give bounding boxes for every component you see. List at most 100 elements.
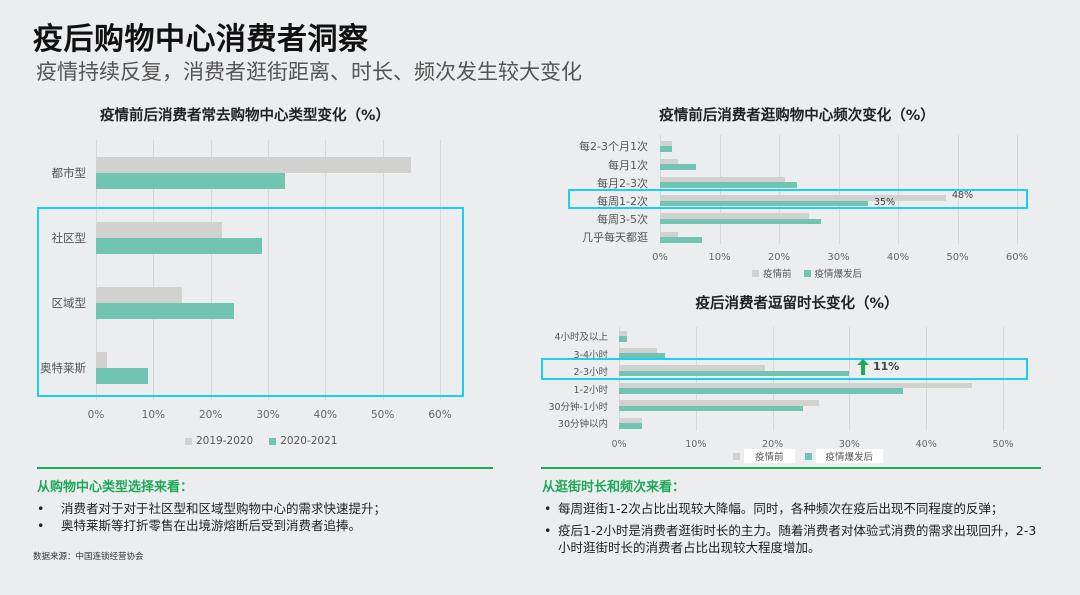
x-tick-label: 40% (915, 439, 937, 450)
bar-before (96, 287, 182, 303)
x-tick-label: 0% (611, 439, 627, 450)
x-tick-label: 0% (652, 252, 668, 263)
category-label: 区域型 (51, 295, 87, 310)
left-bullet-list: 消费者对于对于社区型和区域型购物中心的需求快速提升； 奥特莱斯等打折零售在出境游… (33, 500, 503, 534)
legend-label: 2020-2021 (280, 435, 338, 447)
bar-after (660, 237, 702, 243)
legend-swatch-2019-2020 (185, 437, 192, 445)
legend-swatch-before (752, 269, 759, 277)
gridline (96, 140, 97, 400)
highlight-box (568, 189, 1028, 209)
category-label: 3-4小时 (573, 349, 608, 361)
bar-before (660, 140, 672, 146)
legend-swatch-before (733, 452, 740, 460)
bar-after (96, 368, 148, 384)
gridline (268, 140, 269, 400)
right-bullet-list: 每周逛街1-2次占比出现较大降幅。同时，各种频次在疫后出现不同程度的反弹； 疫后… (540, 500, 1045, 561)
chart-legend: 疫情前 疫情爆发后 (733, 449, 884, 463)
bar-before (660, 195, 946, 201)
category-label: 30分钟以内 (557, 419, 608, 431)
chart-legend: 2019-2020 2020-2021 (185, 435, 337, 447)
page-subtitle: 疫情持续反复，消费者逛街距离、时长、频次发生较大变化 (36, 60, 582, 84)
x-tick-label: 20% (198, 409, 223, 421)
bar-before (619, 365, 765, 371)
bar-after (660, 200, 869, 207)
category-label: 4小时及以上 (554, 332, 608, 344)
gridline (382, 140, 384, 400)
legend-label: 疫情前 (763, 269, 792, 280)
x-tick-label: 40% (886, 252, 910, 263)
gridline (325, 140, 327, 400)
value-label: 35% (874, 197, 896, 208)
x-tick-label: 50% (946, 252, 969, 263)
bar-after (619, 336, 627, 342)
gridline (440, 140, 441, 400)
category-label: 每月2-3次 (597, 176, 648, 190)
legend-swatch-2020-2021 (269, 437, 277, 445)
category-label: 30分钟-1小时 (548, 401, 608, 413)
category-label: 几乎每天都逛 (582, 231, 648, 245)
x-tick-label: 60% (1005, 252, 1029, 263)
divider-left (37, 467, 493, 469)
x-tick-label: 30% (256, 409, 280, 421)
right-section-heading: 从逛街时长和频次来看： (542, 480, 686, 495)
legend-swatch-after (804, 452, 812, 460)
data-source: 数据来源：中国连锁经营协会 (33, 552, 144, 562)
bar-after (96, 173, 286, 189)
bar-after (619, 370, 850, 377)
chart-title: 疫情前后消费者常去购物中心类型变化（%） (99, 108, 391, 124)
bar-after (96, 303, 234, 319)
bullet-item: 每周逛街1-2次占比出现较大降幅。同时，各种频次在疫后出现不同程度的反弹； (540, 500, 1045, 517)
chart-title: 疫后消费者逗留时长变化（%） (695, 296, 899, 312)
bar-before (96, 222, 223, 238)
x-tick-label: 20% (762, 439, 784, 450)
divider-right (541, 467, 1041, 469)
category-label: 每周1-2次 (597, 194, 648, 208)
category-label: 社区型 (51, 230, 87, 245)
legend-label: 疫情爆发后 (814, 269, 863, 280)
bar-before (660, 176, 785, 183)
x-tick-label: 30% (838, 439, 860, 450)
bar-before (660, 213, 809, 219)
x-tick-label: 40% (313, 409, 337, 421)
chart-legend: 疫情前 疫情爆发后 (752, 266, 862, 280)
bar-before (660, 158, 678, 165)
bar-after (619, 423, 643, 429)
category-label: 每周3-5次 (597, 213, 648, 227)
x-tick-label: 20% (767, 252, 791, 263)
bar-before (96, 352, 108, 368)
bar-before (619, 400, 819, 406)
x-tick-label: 30% (827, 252, 850, 263)
bar-before (619, 347, 658, 354)
category-label: 1-2小时 (573, 384, 608, 396)
chart-title: 疫情前后消费者逛购物中心频次变化（%） (659, 108, 935, 124)
page-title: 疫后购物中心消费者洞察 (33, 22, 369, 57)
bar-before (619, 417, 643, 423)
x-tick-label: 50% (992, 439, 1014, 450)
bar-before (619, 330, 627, 336)
bar-before (96, 157, 412, 173)
bar-after (660, 182, 797, 188)
bar-after (619, 353, 666, 359)
bar-after (619, 405, 804, 412)
bar-before (660, 231, 678, 237)
category-label: 都市型 (51, 165, 87, 180)
up-arrow-icon (857, 359, 869, 375)
x-tick-label: 0% (87, 409, 105, 421)
category-label: 每月1次 (608, 158, 648, 172)
bar-after (660, 164, 696, 170)
x-tick-label: 50% (370, 409, 395, 421)
category-label: 2-3小时 (573, 367, 608, 379)
left-section-heading: 从购物中心类型选择来看： (37, 480, 194, 495)
legend-label: 疫情前 (744, 449, 795, 463)
gridline (210, 140, 212, 400)
x-tick-label: 10% (685, 439, 707, 450)
legend-label: 2019-2020 (196, 435, 254, 447)
category-label: 每2-3个月1次 (579, 140, 648, 154)
bullet-item: 疫后1-2小时是消费者逛街时长的主力。随着消费者对体验式消费的需求出现回升，2-… (540, 522, 1045, 556)
x-tick-label: 10% (141, 409, 165, 421)
value-label: 48% (952, 190, 974, 201)
highlight-box (541, 358, 1028, 380)
bar-after (619, 388, 904, 394)
x-tick-label: 10% (708, 252, 731, 263)
